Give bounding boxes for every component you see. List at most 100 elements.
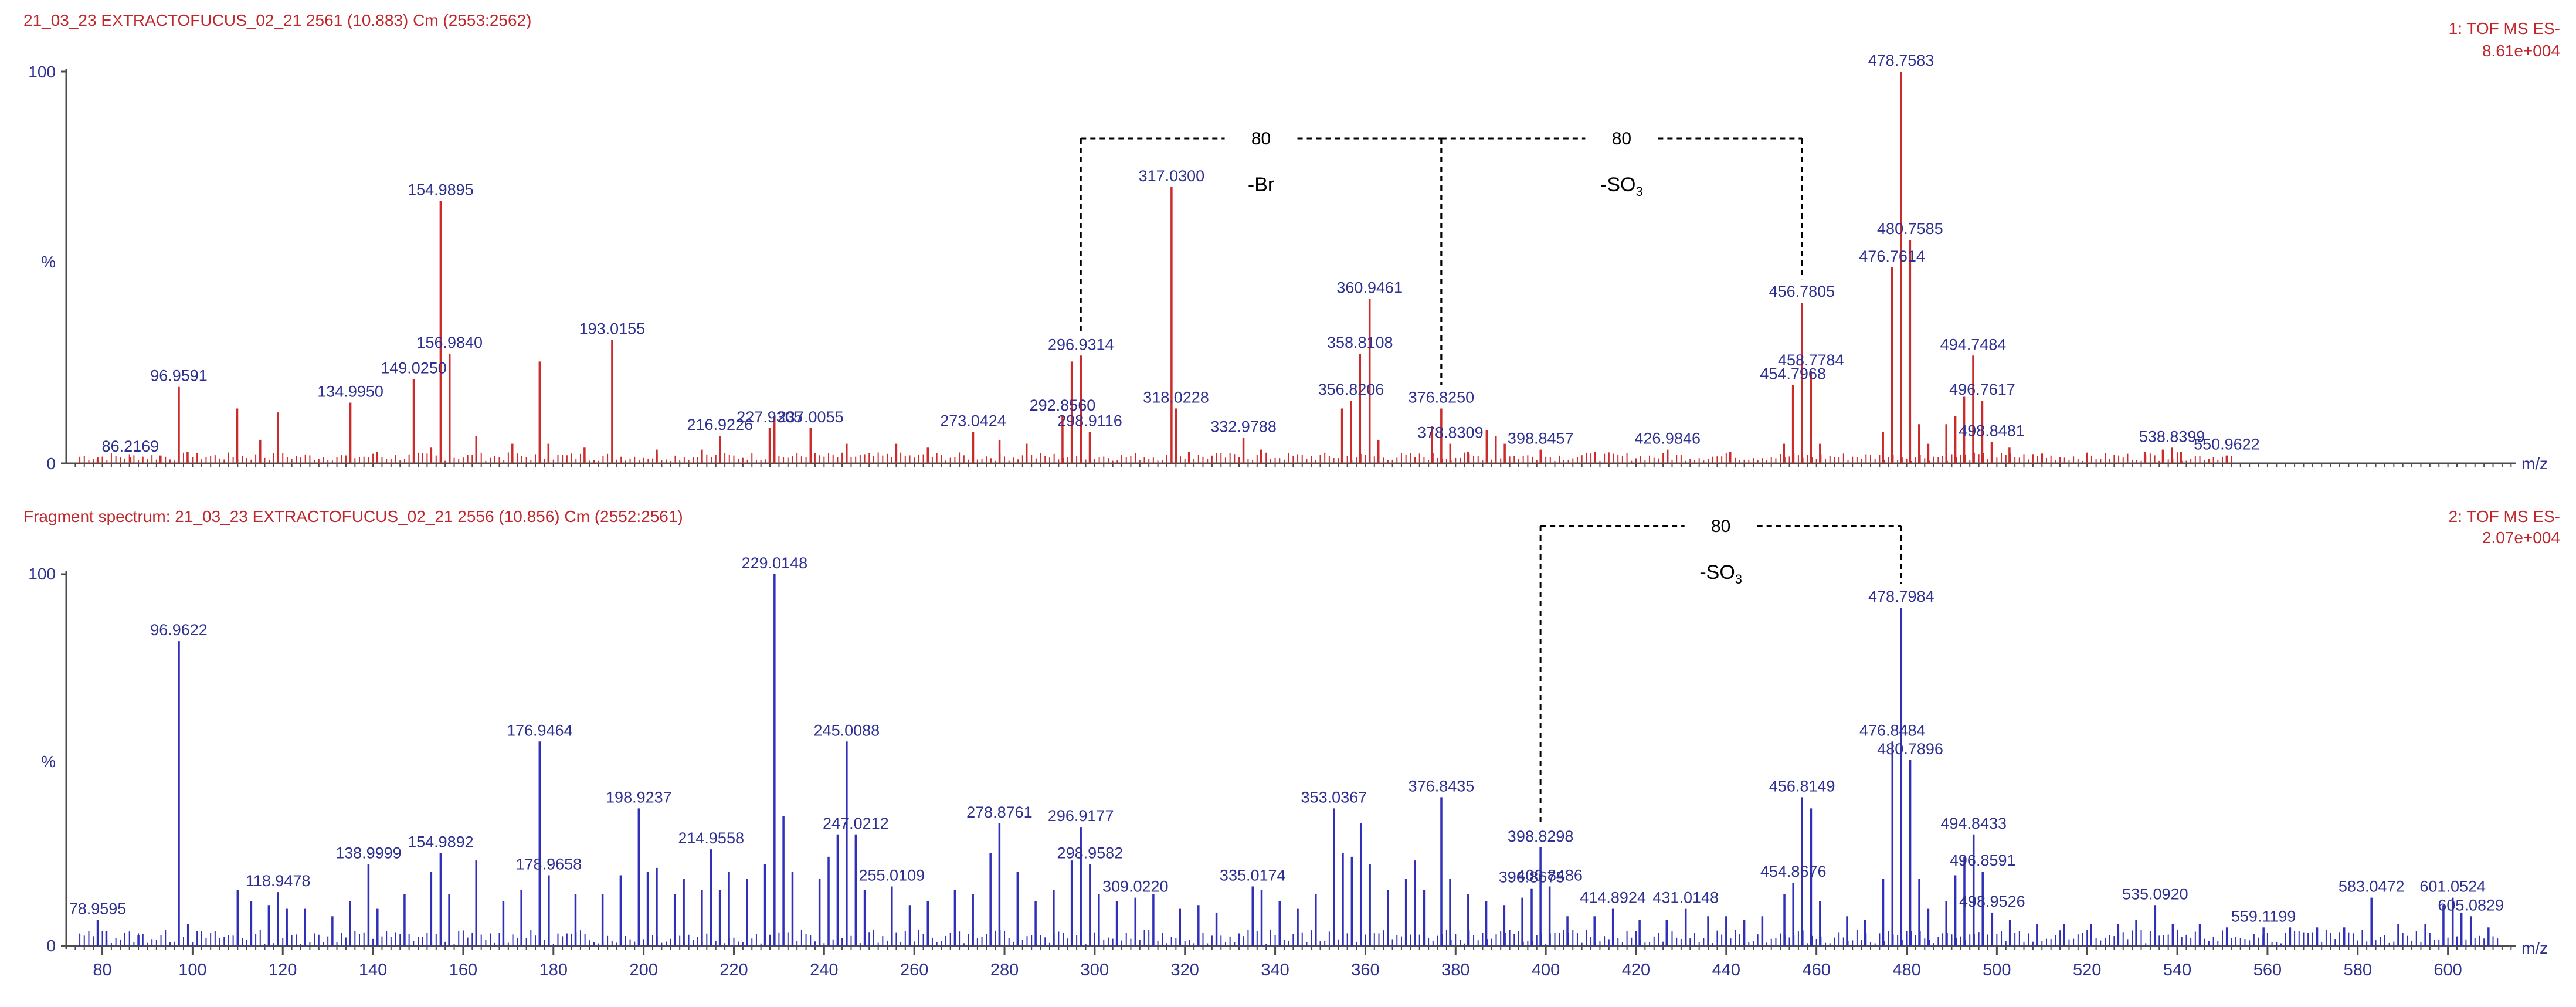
x-tick-label: 320 (1171, 961, 1199, 979)
peak-label: 480.7585 (1877, 220, 1943, 238)
peak-label: 247.0212 (823, 815, 889, 832)
peak-label: 376.8435 (1409, 777, 1475, 795)
fragment-spectrum-panel: Fragment spectrum: 21_03_23 EXTRACTOFUCU… (23, 507, 2560, 979)
peak-label: 398.8298 (1508, 828, 1574, 845)
peak-label: 456.8149 (1769, 777, 1835, 795)
peak-label: 398.8457 (1508, 430, 1574, 447)
peak-label: 292.8560 (1030, 396, 1096, 414)
annotation-mass-difference: 80 (1711, 517, 1730, 536)
peak-label: 583.0472 (2339, 878, 2405, 896)
peak-label: 538.8399 (2139, 428, 2205, 445)
y-axis-percent-label: % (41, 253, 56, 271)
y-tick-0: 0 (46, 455, 56, 473)
x-tick-label: 600 (2434, 961, 2462, 979)
peak-label: 550.9622 (2194, 436, 2260, 453)
peak-label: 298.9582 (1057, 845, 1124, 862)
x-tick-label: 500 (1983, 961, 2011, 979)
peak-label: 358.8108 (1327, 334, 1393, 351)
peak-label: 605.0829 (2438, 896, 2504, 914)
peak-label: 476.7614 (1859, 247, 1925, 265)
peak-label: 496.7617 (1949, 381, 2015, 398)
peak-label: 414.8924 (1580, 889, 1646, 907)
peak-label: 426.9846 (1634, 430, 1701, 447)
scan-mode-label: 2: TOF MS ES- (2449, 507, 2560, 525)
peak-label: 335.0174 (1220, 867, 1286, 884)
peak-label: 478.7984 (1868, 588, 1934, 605)
peak-label: 193.0155 (579, 320, 646, 338)
annotation-mass-difference: 80 (1612, 129, 1631, 148)
peak-label: 118.9478 (246, 872, 311, 890)
peak-label: 601.0524 (2419, 878, 2486, 896)
annotation-neutral-loss: -SO3 (1699, 561, 1742, 586)
peak-label: 216.9226 (687, 416, 753, 433)
peak-label: 494.7484 (1940, 335, 2007, 353)
peak-label: 296.9177 (1048, 807, 1114, 825)
peak-label: 214.9558 (678, 829, 744, 847)
x-tick-label: 540 (2163, 961, 2191, 979)
y-tick-100: 100 (28, 63, 56, 81)
ms-spectrum-panel: 21_03_23 EXTRACTOFUCUS_02_21 2561 (10.88… (23, 11, 2560, 473)
peak-label: 309.0220 (1102, 878, 1169, 896)
peak-label: 237.0055 (778, 408, 844, 426)
x-tick-label: 160 (449, 961, 477, 979)
peak-label: 535.0920 (2122, 885, 2188, 903)
peak-label: 138.9999 (335, 845, 402, 862)
peak-label: 332.9788 (1210, 418, 1277, 436)
peak-label: 96.9591 (150, 367, 208, 385)
peak-label: 229.0148 (742, 554, 808, 572)
peak-label: 178.9658 (516, 856, 582, 873)
x-tick-label: 100 (178, 961, 206, 979)
x-tick-label: 140 (359, 961, 387, 979)
peak-label: 360.9461 (1336, 279, 1403, 296)
x-tick-label: 340 (1261, 961, 1289, 979)
peak-label: 396.8675 (1499, 869, 1565, 886)
peak-label: 149.0250 (381, 359, 447, 377)
peak-label: 494.8433 (1940, 815, 2007, 832)
x-tick-label: 380 (1441, 961, 1469, 979)
peak-label: 278.8761 (966, 803, 1033, 821)
peak-label: 353.0367 (1301, 788, 1367, 806)
peak-label: 317.0300 (1139, 167, 1205, 185)
peak-label: 273.0424 (940, 412, 1006, 430)
x-tick-label: 80 (93, 961, 111, 979)
x-axis-label: m/z (2521, 939, 2548, 957)
x-tick-label: 480 (1892, 961, 1920, 979)
peak-label: 498.9526 (1959, 893, 2025, 910)
spectrum-header: 21_03_23 EXTRACTOFUCUS_02_21 2561 (10.88… (23, 11, 531, 29)
x-tick-label: 360 (1351, 961, 1379, 979)
peak-label: 227.9305 (737, 408, 803, 426)
peak-label: 176.9464 (507, 721, 573, 739)
spectrum-header: Fragment spectrum: 21_03_23 EXTRACTOFUCU… (23, 507, 683, 525)
peak-label: 559.1199 (2231, 907, 2296, 925)
peak-label: 400.8486 (1516, 867, 1583, 884)
x-tick-label: 260 (900, 961, 928, 979)
y-axis-percent-label: % (41, 752, 56, 771)
peak-label: 134.9950 (317, 382, 383, 400)
x-tick-label: 300 (1081, 961, 1109, 979)
x-tick-label: 580 (2344, 961, 2372, 979)
x-tick-label: 400 (1532, 961, 1560, 979)
x-tick-label: 200 (629, 961, 657, 979)
x-tick-label: 420 (1622, 961, 1650, 979)
annotation-neutral-loss: -Br (1248, 174, 1274, 196)
y-tick-0: 0 (46, 937, 56, 955)
peak-label: 296.9314 (1048, 335, 1114, 353)
peak-label: 78.9595 (69, 900, 127, 918)
peak-label: 154.9892 (408, 833, 474, 851)
peak-label: 454.7968 (1760, 365, 1826, 382)
peak-label: 431.0148 (1652, 889, 1719, 907)
x-tick-label: 520 (2073, 961, 2101, 979)
peak-label: 154.9895 (408, 181, 474, 198)
peak-label: 318.0228 (1143, 388, 1209, 406)
intensity-label: 8.61e+004 (2482, 42, 2560, 60)
peak-label: 478.7583 (1868, 52, 1934, 69)
scan-mode-label: 1: TOF MS ES- (2449, 19, 2560, 38)
peak-label: 476.8484 (1859, 721, 1926, 739)
peak-label: 156.9840 (416, 334, 483, 351)
y-tick-100: 100 (28, 565, 56, 583)
peak-label: 458.7784 (1778, 351, 1844, 369)
annotation-neutral-loss: -SO3 (1600, 174, 1643, 199)
peak-label: 298.9116 (1057, 412, 1122, 430)
peak-label: 480.7896 (1877, 740, 1943, 758)
